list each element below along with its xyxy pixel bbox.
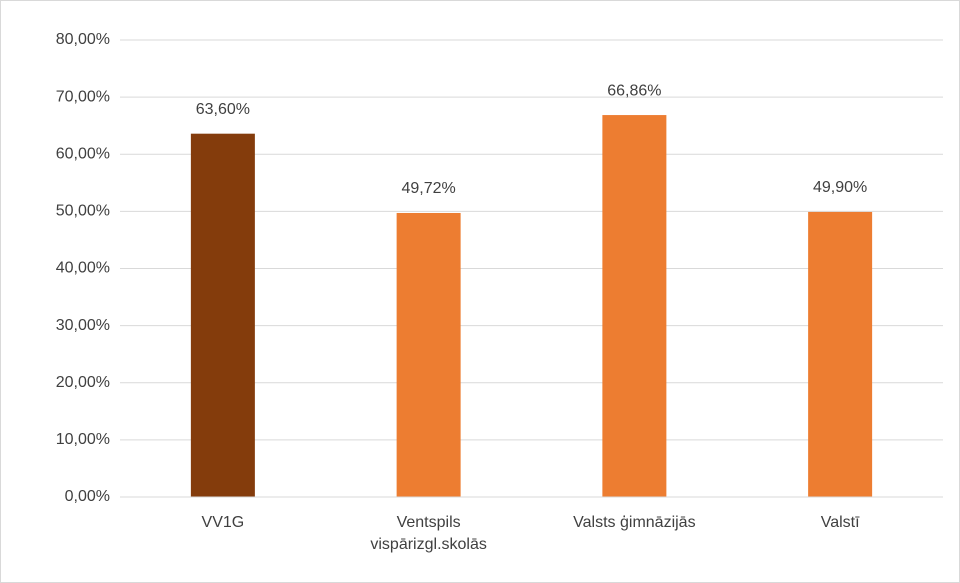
y-tick-label: 40,00% [56, 260, 110, 277]
y-tick-label: 60,00% [56, 145, 110, 162]
y-tick-label: 20,00% [56, 374, 110, 391]
x-tick-label: Valstī [820, 514, 860, 531]
y-tick-label: 80,00% [56, 31, 110, 48]
bar [808, 211, 873, 498]
y-tick-label: 30,00% [56, 317, 110, 334]
bar [190, 133, 255, 497]
y-tick-label: 50,00% [56, 203, 110, 220]
x-tick-label: Valsts ģimnāzijās [573, 514, 696, 531]
bar [602, 115, 667, 497]
x-tick-label: Ventspils vispārizgl.skolās [370, 514, 487, 553]
data-label: 49,90% [813, 179, 867, 196]
data-label: 63,60% [196, 101, 250, 118]
bar [396, 212, 461, 498]
y-tick-label: 10,00% [56, 431, 110, 448]
data-label: 49,72% [401, 180, 455, 197]
y-tick-label: 70,00% [56, 88, 110, 105]
y-tick-label: 0,00% [65, 488, 110, 505]
x-tick-label: VV1G [201, 514, 245, 531]
data-label: 66,86% [607, 82, 661, 99]
